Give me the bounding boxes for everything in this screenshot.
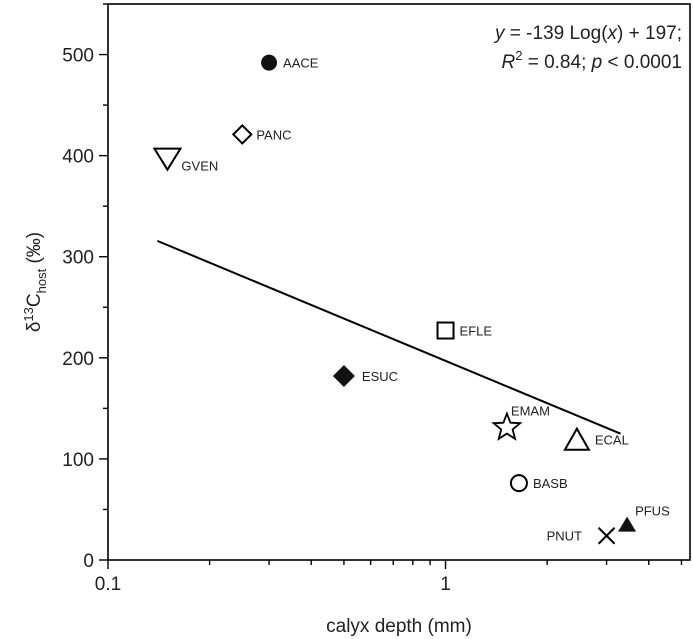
y-tick-label: 500 [62, 46, 94, 67]
y-axis-title-unit: (‰) [24, 232, 45, 269]
regression-line [156, 239, 621, 435]
y-tick-label: 0 [83, 551, 94, 572]
y-axis-title-main: C [24, 293, 45, 307]
y-axis-title-sub: host [34, 268, 49, 293]
point-gven: GVEN [152, 147, 218, 174]
marker-diamond-open [231, 123, 253, 145]
point-label: GVEN [181, 159, 218, 174]
point-label: EMAM [511, 404, 550, 419]
point-label: PFUS [635, 504, 670, 519]
point-aace: AACE [261, 54, 319, 71]
point-label: PANC [256, 127, 291, 142]
point-pnut: PNUT [547, 527, 616, 545]
marker-triangle-down-open [152, 147, 183, 172]
point-efle: EFLE [436, 321, 493, 340]
point-label: EFLE [460, 324, 493, 339]
point-ecal: ECAL [563, 426, 629, 451]
marker-square-open [436, 321, 455, 340]
point-emam: EMAM [491, 404, 550, 441]
x-tick-label: 1 [440, 574, 451, 595]
marker-x-stroke [597, 527, 616, 545]
x-axis-title: calyx depth (mm) [326, 616, 472, 637]
y-axis-title-sup: 13 [21, 307, 36, 321]
point-label: PNUT [547, 529, 582, 544]
y-tick-label: 200 [62, 349, 94, 370]
point-pfus: PFUS [618, 504, 670, 532]
marker-triangle-up-filled [618, 516, 637, 532]
x-tick-label: 0.1 [95, 574, 121, 595]
y-axis-ticks: 0 100 200 300 400 500 [62, 3, 108, 572]
marker-circle-open [509, 474, 528, 493]
point-label: AACE [283, 56, 319, 71]
point-label: ESUC [362, 369, 398, 384]
marker-triangle-up-open [563, 426, 591, 451]
point-panc: PANC [231, 123, 291, 145]
y-tick-label: 400 [62, 147, 94, 168]
y-tick-label: 100 [62, 450, 94, 471]
plot-frame [107, 3, 691, 561]
y-axis-title-delta: δ [24, 322, 45, 333]
point-label: ECAL [595, 433, 629, 448]
y-tick-label: 300 [62, 248, 94, 269]
y-axis-title: δ13Chost (‰) [21, 232, 49, 332]
point-label: BASB [533, 476, 568, 491]
marker-circle-filled [261, 54, 278, 71]
fit-equation-line1: y = -139 Log(x) + 197; [493, 23, 682, 44]
x-axis-ticks: 0.1 1 [95, 560, 683, 595]
marker-star-open [491, 411, 523, 441]
marker-diamond-filled [332, 365, 355, 388]
data-points: AACE PANC GVEN EFLE ESUC EMAM ECAL BASB PFUS PNUT [152, 54, 670, 545]
point-esuc: ESUC [332, 365, 398, 388]
point-basb: BASB [509, 474, 568, 493]
fit-equation-line2: R2 = 0.84; p < 0.0001 [501, 48, 682, 73]
